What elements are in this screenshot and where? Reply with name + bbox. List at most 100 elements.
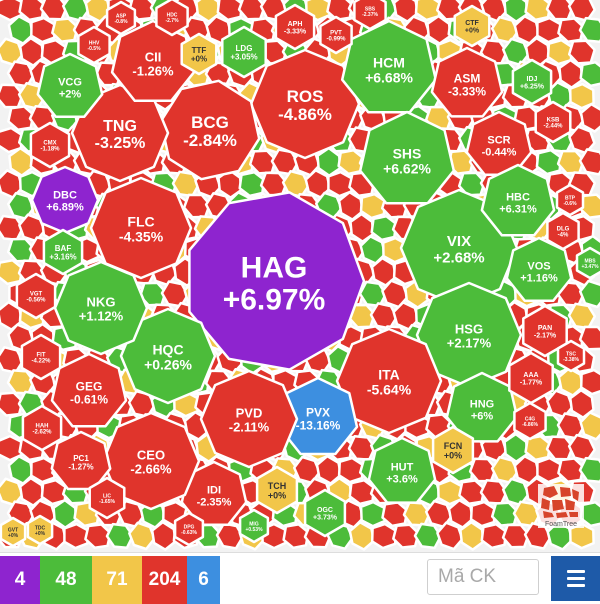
stock-cell-aaa[interactable]: AAA-1.77% bbox=[508, 351, 554, 405]
stock-cell-ldg[interactable]: LDG+3.05% bbox=[221, 25, 267, 79]
stock-change: -2.62% bbox=[32, 430, 52, 436]
background-tile bbox=[337, 456, 364, 484]
stock-cell-tch[interactable]: TCH+0% bbox=[255, 465, 299, 515]
stock-change: +6.31% bbox=[499, 203, 537, 215]
stock-ticker: DBC bbox=[53, 190, 77, 202]
stock-cell-hbc[interactable]: HBC+6.31% bbox=[480, 163, 556, 237]
stock-cell-lic[interactable]: LIC-1.65% bbox=[88, 476, 126, 520]
stock-cell-vos[interactable]: VOS+1.16% bbox=[505, 236, 573, 302]
stock-cell-hng[interactable]: HNG+6% bbox=[445, 371, 519, 443]
stock-cell-baf[interactable]: BAF+3.16% bbox=[42, 228, 84, 276]
stock-cell-shape bbox=[430, 46, 504, 118]
stock-cell-pvd[interactable]: PVD-2.11% bbox=[199, 369, 299, 469]
stock-change: -5.64% bbox=[367, 381, 412, 397]
count-blue[interactable]: 6 bbox=[187, 556, 220, 604]
stock-ticker: IDJ bbox=[527, 76, 538, 83]
stock-cell-hhv[interactable]: HHV-0.5% bbox=[77, 25, 111, 65]
stock-cell-vcg[interactable]: VCG+2% bbox=[36, 52, 104, 118]
stock-cell-mig[interactable]: MIG+0.53% bbox=[238, 508, 270, 544]
stock-cell-ksb[interactable]: KSB-2.44% bbox=[534, 100, 572, 144]
stock-ticker: OGC bbox=[317, 507, 333, 514]
background-tile bbox=[567, 39, 596, 65]
stock-cell-cmx[interactable]: CMX-1.18% bbox=[29, 121, 71, 169]
count-yellow[interactable]: 71 bbox=[92, 556, 142, 604]
stock-cell-tsc[interactable]: TSC-3.38% bbox=[556, 339, 586, 373]
stock-cell-shs[interactable]: SHS+6.62% bbox=[358, 110, 456, 205]
stock-cell-ita[interactable]: ITA-5.64% bbox=[335, 327, 443, 435]
background-tile bbox=[128, 521, 156, 551]
stock-cell-tng[interactable]: TNG-3.25% bbox=[70, 83, 170, 183]
background-tile bbox=[556, 412, 586, 440]
stock-cell-dlg[interactable]: DLG-4% bbox=[546, 211, 580, 251]
stock-ticker: BAF bbox=[55, 244, 72, 253]
stock-cell-cii[interactable]: CII-1.26% bbox=[110, 19, 196, 103]
stock-cell-btp[interactable]: BTP-0.6% bbox=[555, 183, 585, 217]
stock-cell-shape bbox=[105, 0, 137, 36]
stock-cell-shape bbox=[522, 304, 568, 358]
background-tile bbox=[579, 368, 600, 396]
stock-cell-dbc[interactable]: DBC+6.89% bbox=[30, 165, 100, 235]
stock-cell-idj[interactable]: IDJ+6.25% bbox=[511, 58, 553, 106]
stock-cell-hqc[interactable]: HQC+0.26% bbox=[119, 307, 217, 405]
stock-cell-ttf[interactable]: TTF+0% bbox=[180, 32, 218, 76]
stock-cell-shape bbox=[26, 514, 54, 546]
stock-cell-hah[interactable]: HAH-2.62% bbox=[21, 404, 63, 452]
stock-cell-shape bbox=[255, 465, 299, 515]
stock-ticker: LDG bbox=[236, 44, 253, 53]
stock-cell-shape bbox=[101, 411, 201, 511]
stock-cell-shape bbox=[36, 52, 104, 118]
ticker-search-input[interactable] bbox=[428, 560, 538, 594]
stock-ticker: PVD bbox=[236, 405, 263, 420]
stock-cell-asm[interactable]: ASM-3.33% bbox=[430, 46, 504, 118]
stock-cell-ctf[interactable]: CTF+0% bbox=[453, 4, 491, 48]
stock-cell-pc1[interactable]: PC1-1.27% bbox=[50, 430, 112, 491]
stock-cell-ros[interactable]: ROS-4.86% bbox=[249, 48, 361, 160]
count-green[interactable]: 48 bbox=[40, 556, 92, 604]
ticker-search[interactable] bbox=[427, 559, 539, 595]
stock-cell-fcn[interactable]: FCN+0% bbox=[431, 425, 475, 475]
stock-cell-mbs[interactable]: MBS+3.47% bbox=[575, 246, 600, 280]
stock-cell-sbs[interactable]: SBS-2.37% bbox=[353, 0, 387, 31]
stock-cell-aph[interactable]: APH-3.33% bbox=[274, 3, 316, 51]
stock-cell-asp[interactable]: ASP-0.8% bbox=[105, 0, 137, 36]
stock-cell-pan[interactable]: PAN-2.17% bbox=[522, 304, 568, 358]
count-purple[interactable]: 4 bbox=[0, 556, 40, 604]
stock-cell-tdc[interactable]: TDC+0% bbox=[26, 514, 54, 546]
stock-ticker: HDC bbox=[167, 12, 178, 18]
stock-ticker: CMX bbox=[43, 140, 56, 146]
stock-cell-shape bbox=[50, 352, 128, 428]
stock-cell-hsg[interactable]: HSG+2.17% bbox=[415, 281, 523, 389]
stock-cell-pvt[interactable]: PVT-0.99% bbox=[319, 15, 353, 55]
bottom-toolbar: 4 48 71 204 6 bbox=[0, 552, 600, 604]
stock-cell-fit[interactable]: FIT-4.22% bbox=[20, 333, 62, 381]
stock-cell-hcm[interactable]: HCM+6.68% bbox=[340, 19, 438, 114]
stock-treemap[interactable]: HAG +6.97% ROS -4.86% BCG -2.84% TNG -3.25% CII -… bbox=[0, 0, 600, 552]
stock-cell-nkg[interactable]: NKG+1.12% bbox=[53, 260, 149, 356]
count-red[interactable]: 204 bbox=[142, 556, 187, 604]
stock-change: +0% bbox=[465, 28, 480, 35]
stock-cell-flc[interactable]: FLC-4.35% bbox=[89, 176, 193, 280]
stock-ticker: FIT bbox=[37, 352, 46, 358]
stock-cell-scr[interactable]: SCR-0.44% bbox=[465, 110, 533, 176]
background-tile bbox=[0, 37, 24, 67]
stock-cell-ceo[interactable]: CEO-2.66% bbox=[101, 411, 201, 511]
stock-cell-hag[interactable]: HAG+6.97% bbox=[188, 191, 366, 371]
stock-cell-hdc[interactable]: HDC-2.7% bbox=[155, 0, 189, 37]
stock-cell-bcg[interactable]: BCG-2.84% bbox=[159, 79, 261, 181]
background-tile bbox=[568, 125, 596, 155]
stock-change: -0.99% bbox=[326, 37, 346, 43]
stock-ticker: VGT bbox=[30, 291, 43, 297]
menu-button[interactable] bbox=[551, 556, 600, 601]
background-tile bbox=[535, 148, 563, 176]
stock-cell-geg[interactable]: GEG-0.61% bbox=[50, 352, 128, 428]
stock-cell-gvt[interactable]: GVT+0% bbox=[0, 516, 27, 548]
stock-cell-hut[interactable]: HUT+3.6% bbox=[367, 436, 437, 504]
stock-change: -1.65% bbox=[99, 499, 115, 505]
stock-cell-vgt[interactable]: VGT-0.56% bbox=[15, 272, 57, 320]
stock-cell-dpg[interactable]: DPG-0.63% bbox=[173, 511, 205, 547]
background-tile bbox=[370, 522, 397, 550]
stock-change: +0.53% bbox=[245, 527, 263, 533]
stock-cell-c4g[interactable]: C4G-6.86% bbox=[513, 401, 547, 441]
stock-cell-ogc[interactable]: OGC+3.73% bbox=[303, 488, 347, 538]
stock-cell-shape bbox=[335, 327, 443, 435]
